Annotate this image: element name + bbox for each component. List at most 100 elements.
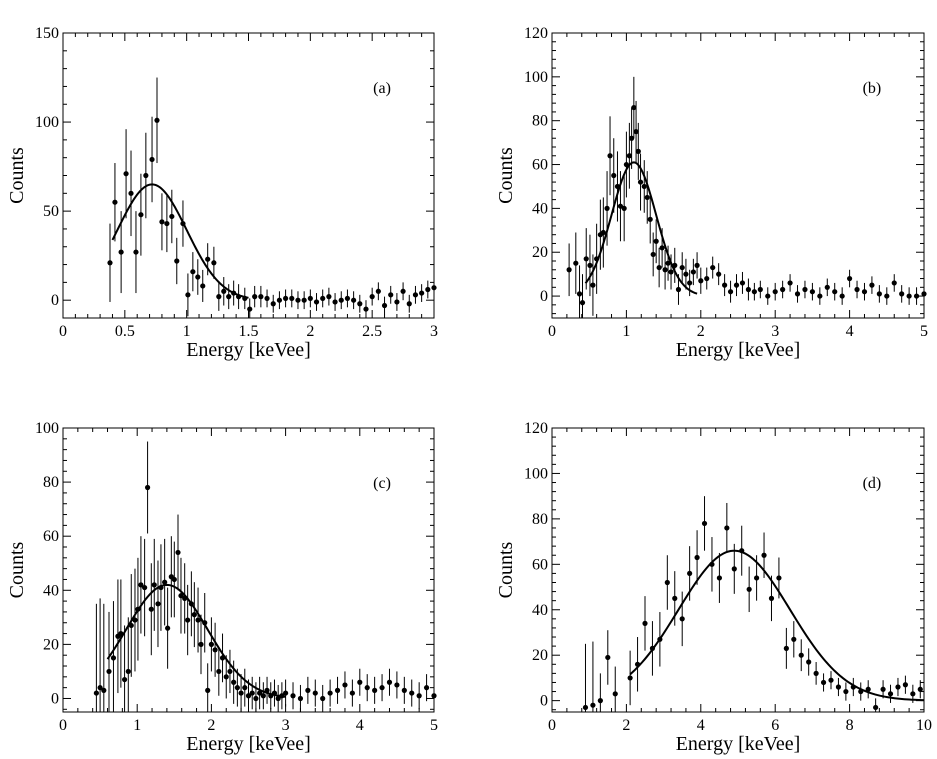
y-tick-label: 80 [532,113,548,130]
data-point [679,616,685,622]
data-point [633,129,639,135]
data-point [260,693,266,699]
data-point [159,219,165,225]
x-tick-label: 4 [846,323,854,340]
panel-c: 0 1 2 3 4 5 0 20 40 60 80 100 Energy [keVee] Counts (c… [6,420,438,755]
data-point [710,264,716,271]
x-tick-label: 2 [622,717,630,734]
data-point [873,704,879,711]
x-tick-label: 8 [846,717,854,734]
data-point [289,295,295,302]
data-point [93,690,99,696]
data-point [128,190,134,196]
data-point [668,269,674,275]
data-point [917,686,923,692]
data-point [171,576,177,583]
data-point [597,698,603,704]
data-point [629,135,635,141]
data-point [349,690,355,696]
y-axis-label: Counts [6,541,28,598]
data-point [757,286,763,293]
x-tick-label: 4 [356,717,364,734]
fit-curve [111,183,249,299]
data-point [101,687,107,693]
data-point [423,685,430,691]
data-point [138,212,144,218]
data-point [891,280,897,286]
panel-a: 0 0.5 1 1.5 2 2.5 3 0 50 100 150 Energy [keVee] Coun… [6,25,438,361]
y-tick-label: 0 [51,690,59,707]
data-point [283,690,289,696]
data-point [768,595,775,602]
data-point [754,575,760,581]
data-point [605,654,611,661]
fit-curve [629,549,925,702]
x-axis-label: Energy [keVee] [186,733,311,755]
data-point [400,288,406,294]
data-point [664,579,670,586]
data-point [118,249,124,255]
y-tick-label: 100 [35,114,59,131]
data-point [704,275,710,282]
panel-label: (c) [373,475,391,492]
data-point [832,289,838,295]
data-point [247,306,253,312]
y-tick-label: 20 [532,647,548,664]
y-tick-label: 60 [532,556,548,573]
data-point [694,554,700,561]
data-point [794,291,801,297]
data-point [839,293,845,299]
data-point [351,297,357,303]
data-point [357,679,363,685]
data-point [394,682,400,688]
data-point [363,306,369,312]
data-point [895,684,901,690]
x-tick-label: 0 [59,323,67,340]
data-point [828,677,834,683]
x-tick-label: 1 [183,323,191,340]
data-point [653,238,659,244]
data-point [587,262,593,268]
x-tick-label: 4 [697,717,705,734]
data-point [690,269,696,275]
data-point [226,294,232,300]
data-point [231,679,237,685]
data-point [659,245,665,251]
data-point [364,685,370,691]
data-point [576,291,583,297]
data-point [121,676,128,683]
data-point [843,688,849,695]
data-point [162,579,168,585]
data-point [783,645,789,651]
x-tick-label: 3 [430,323,438,340]
data-point [876,291,882,297]
data-point [191,612,197,618]
data-point [431,693,437,699]
data-point [751,289,757,295]
data-point [739,280,746,286]
data-point [198,641,204,647]
data-point [154,117,160,123]
x-tick-label: 2 [306,323,314,340]
data-point [647,216,653,222]
data-point [627,675,633,681]
data-point [672,595,678,602]
data-point [249,690,255,696]
data-point [887,691,894,697]
data-point [733,282,740,288]
data-point [212,647,218,653]
data-point [780,286,786,293]
data-point [745,286,752,293]
data-point [205,687,211,693]
x-tick-label: 2.5 [362,323,382,340]
data-point [798,652,804,658]
data-point [221,288,227,294]
data-point [369,294,375,300]
data-point [381,302,388,309]
data-point [607,153,613,159]
data-point [125,668,131,675]
data-point [573,260,579,266]
y-tick-label: 80 [532,511,548,528]
data-point [791,636,797,642]
data-point [419,290,425,296]
